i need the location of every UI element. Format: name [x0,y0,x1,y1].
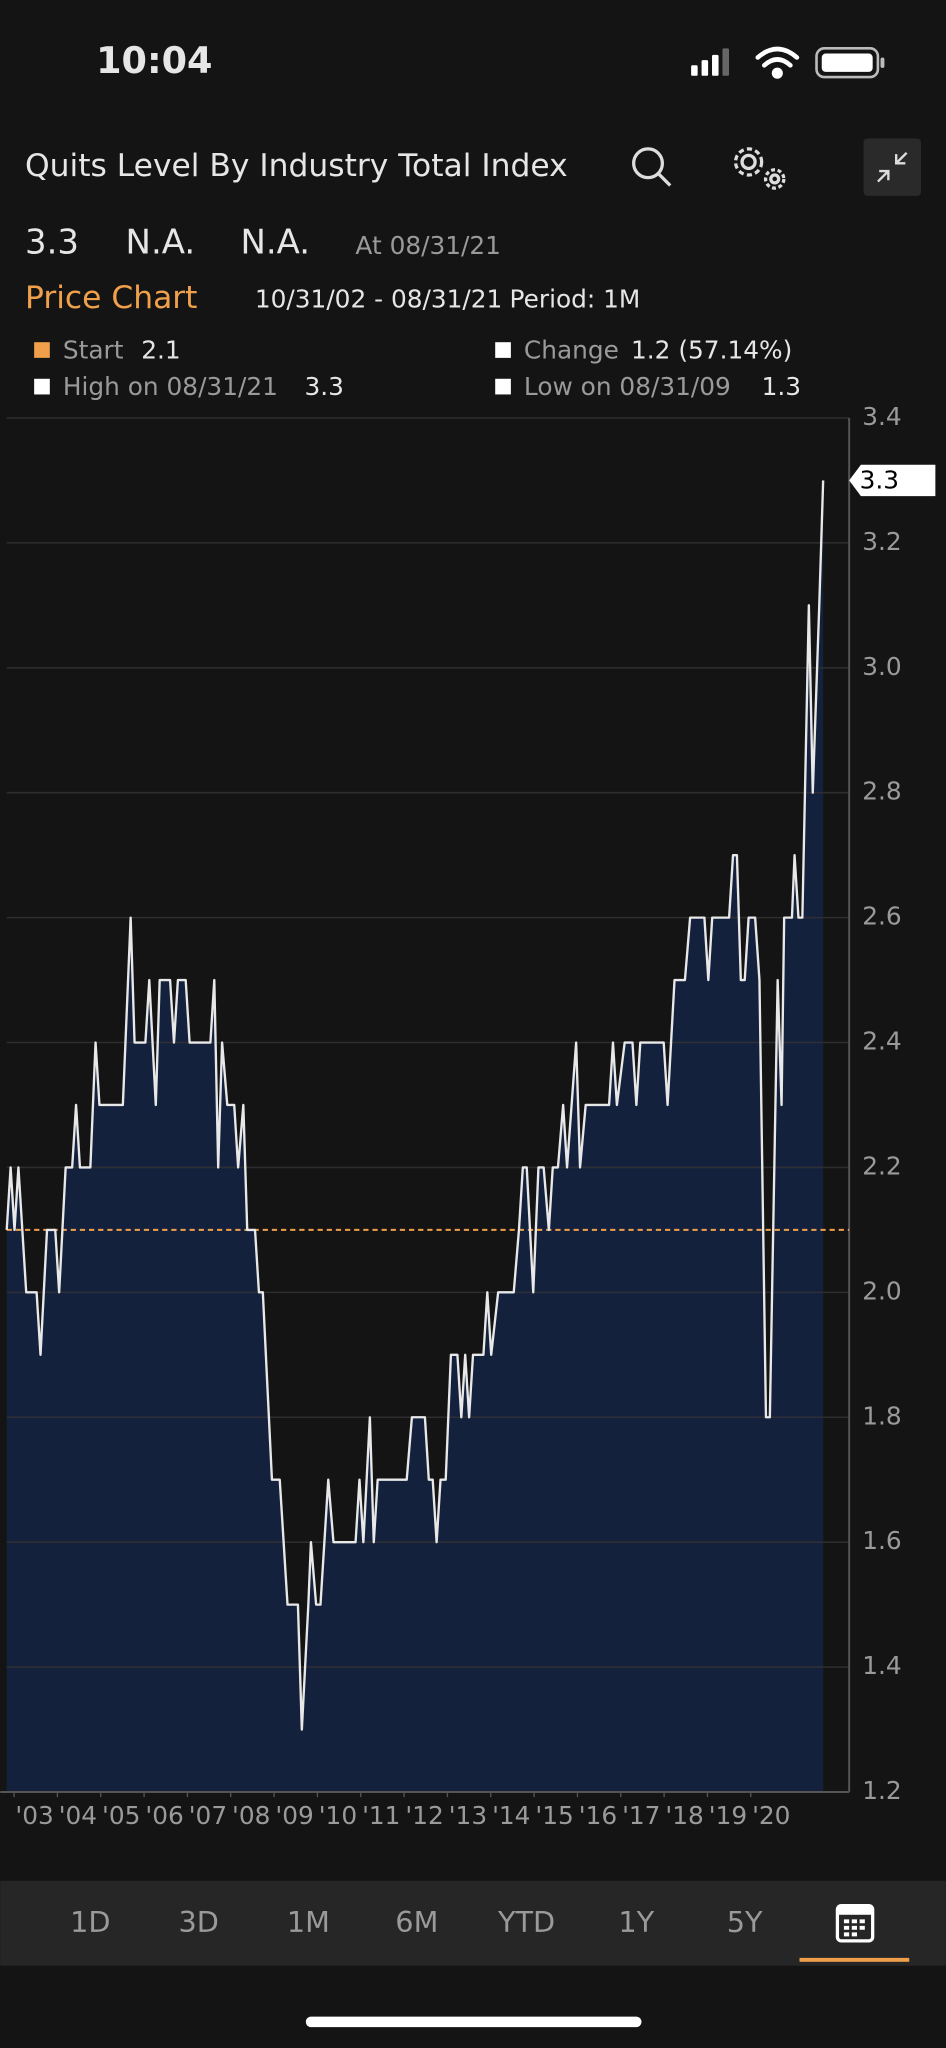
y-tick-label: 2.6 [862,902,901,931]
range-tab[interactable]: 3D [179,1905,219,1939]
y-tick-label: 2.0 [862,1276,901,1305]
y-tick-label: 3.4 [862,402,901,431]
x-tick-label: '10 [319,1801,357,1830]
as-of-date: At 08/31/21 [355,231,501,260]
stat-label: High on 08/31/21 [63,372,278,401]
x-tick-label: '16 [579,1801,617,1830]
net-change: N.A. [126,223,196,263]
legend-swatch [34,342,50,358]
settings-button[interactable] [733,147,786,190]
y-tick-label: 1.4 [862,1651,901,1680]
last-price: 3.3 [25,223,79,263]
legend-swatch [34,378,50,395]
legend-swatch [495,378,511,395]
y-tick-label: 1.8 [862,1401,901,1430]
stat-label: Low on 08/31/09 [524,372,731,401]
chart-label: Price Chart [25,280,197,316]
x-tick-label: '15 [535,1801,573,1830]
y-tick-label: 3.2 [862,527,901,556]
x-tick-label: '05 [102,1801,140,1830]
search-button[interactable] [632,147,672,187]
legend-swatch [495,342,511,358]
x-tick-label: '04 [59,1801,97,1830]
x-tick-label: '06 [145,1801,183,1830]
stat-value: 2.1 [141,335,180,364]
x-tick-label: '19 [709,1801,747,1830]
stat-label: Start [63,335,124,364]
signal-icon [691,48,729,76]
range-tab[interactable]: 1M [287,1905,330,1939]
x-tick-label: '18 [665,1801,703,1830]
x-tick-label: '11 [362,1801,400,1830]
period: Period: 1M [510,284,641,313]
x-tick-label: '13 [449,1801,487,1830]
x-tick-label: '14 [492,1801,530,1830]
tab-bar [0,1880,946,1966]
area-fill [6,480,824,1792]
tabs: 1D 3D 1M 6M YTD 1Y 5Y [70,1905,763,1939]
x-tick-label: '07 [189,1801,227,1830]
x-tick-label: '09 [275,1801,313,1830]
calendar-tab[interactable] [835,1904,875,1943]
stat-label: Change [524,335,619,364]
clock: 10:04 [96,39,212,82]
stat-value: 1.2 (57.14%) [631,335,792,364]
x-tick-label: '17 [622,1801,660,1830]
home-indicator [305,2016,642,2028]
x-tick-label: '12 [405,1801,443,1830]
stat-value: 3.3 [305,372,344,401]
price-line [5,480,825,1731]
range-tab[interactable]: 6M [395,1905,438,1939]
percent-change: N.A. [241,223,311,263]
wifi-icon [755,46,800,79]
y-tick-label: 2.2 [862,1151,901,1180]
range-tab[interactable]: 1Y [618,1905,654,1939]
range-tab[interactable]: YTD [497,1905,555,1939]
x-tick-label: '03 [15,1801,53,1830]
y-tick-label: 1.6 [862,1526,901,1555]
page-title: Quits Level By Industry Total Index [25,148,568,184]
battery-icon [815,47,885,79]
x-tick-label: '08 [232,1801,270,1830]
last-value-badge [849,464,936,497]
x-tick-label: '20 [752,1801,790,1830]
y-tick-label: 1.2 [862,1776,901,1805]
chart: 1.21.41.61.82.02.22.42.62.83.03.23.4'03 '… [0,402,936,1830]
selected-tab-indicator [799,1957,910,1962]
y-tick-label: 2.8 [862,777,901,806]
date-range: 10/31/02 - 08/31/21 [255,284,502,313]
y-tick-label: 2.4 [862,1027,901,1056]
range-tab[interactable]: 1D [70,1905,110,1939]
stat-value: 1.3 [762,372,801,401]
last-value-label: 3.3 [860,466,899,495]
collapse-button[interactable] [863,138,921,196]
y-tick-label: 3.0 [862,652,901,681]
range-tab[interactable]: 5Y [727,1905,763,1939]
